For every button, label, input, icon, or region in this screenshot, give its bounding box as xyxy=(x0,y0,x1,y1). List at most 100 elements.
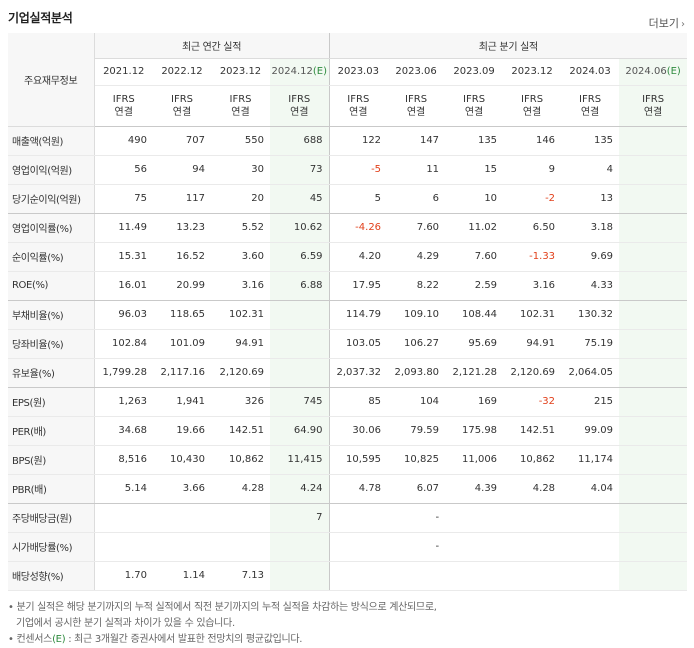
value-cell: 10 xyxy=(445,184,504,214)
value-cell: 75.19 xyxy=(561,329,620,359)
value-cell: 2.59 xyxy=(445,271,504,301)
ifrs-label: IFRS 연결 xyxy=(211,85,270,127)
more-link[interactable]: 더보기 › xyxy=(649,15,685,31)
value-cell: 9 xyxy=(503,155,562,185)
value-cell xyxy=(619,532,688,562)
value-cell: 3.66 xyxy=(153,474,211,504)
row-label: 배당성향(%) xyxy=(8,561,95,591)
value-cell xyxy=(619,271,688,301)
value-cell xyxy=(503,503,562,533)
ifrs-line2: 연결 xyxy=(522,106,542,118)
value-cell xyxy=(503,561,562,591)
value-cell xyxy=(561,532,620,562)
value-cell xyxy=(561,503,620,533)
value-cell: 4.39 xyxy=(445,474,504,504)
value-cell: 94.91 xyxy=(503,329,562,359)
value-cell: 95.69 xyxy=(445,329,504,359)
value-cell xyxy=(328,561,388,591)
ifrs-label: IFRS 연결 xyxy=(328,85,388,127)
value-cell xyxy=(153,503,211,533)
value-cell: 4.20 xyxy=(328,242,388,272)
value-cell: 707 xyxy=(153,126,211,156)
value-cell: 103.05 xyxy=(328,329,388,359)
row-label: 당기순이익(억원) xyxy=(8,184,95,214)
period-header: 2023.03 xyxy=(328,58,388,86)
ifrs-line1: IFRS xyxy=(171,93,193,105)
value-cell: - xyxy=(387,503,446,533)
ifrs-line2: 연결 xyxy=(231,106,250,118)
value-cell: 8,516 xyxy=(94,445,153,475)
ifrs-line1: IFRS xyxy=(347,93,370,105)
ifrs-line1: IFRS xyxy=(229,93,252,105)
more-link-label: 더보기 xyxy=(648,17,679,30)
value-cell: 15.31 xyxy=(94,242,153,272)
value-cell xyxy=(94,532,153,562)
table-row: 영업이익(억원) 56 94 30 73 -5 11 15 9 4 xyxy=(8,155,688,185)
value-cell: 3.16 xyxy=(211,271,270,301)
table-row: 부채비율(%) 96.03 118.65 102.31 114.79 109.10 108.… xyxy=(8,300,688,330)
value-cell xyxy=(619,416,688,446)
value-cell: 4 xyxy=(561,155,620,185)
value-cell xyxy=(619,155,688,185)
table-row: 주당배당금(원) 7 - xyxy=(8,503,688,533)
value-cell: 6 xyxy=(387,184,446,214)
value-cell xyxy=(619,329,688,359)
value-cell: 11.02 xyxy=(445,213,504,243)
period-label: 2023.12 xyxy=(219,66,262,77)
value-cell: 85 xyxy=(328,387,388,417)
chevron-right-icon: › xyxy=(681,19,685,30)
value-cell: 146 xyxy=(503,126,562,156)
value-cell xyxy=(94,503,153,533)
value-cell xyxy=(619,184,688,214)
value-cell: 4.24 xyxy=(270,474,330,504)
value-cell: 3.60 xyxy=(211,242,270,272)
value-cell: 6.50 xyxy=(503,213,562,243)
ifrs-line2: 연결 xyxy=(290,106,309,118)
value-cell xyxy=(445,503,504,533)
value-cell: 75 xyxy=(94,184,153,214)
value-cell: 6.59 xyxy=(270,242,330,272)
value-cell: 102.31 xyxy=(211,300,270,330)
value-cell: 108.44 xyxy=(445,300,504,330)
value-cell xyxy=(619,126,688,156)
table-row: 순이익률(%) 15.31 16.52 3.60 6.59 4.20 4.29 7.60 -1.… xyxy=(8,242,688,272)
value-cell: 94 xyxy=(153,155,211,185)
value-cell: 4.33 xyxy=(561,271,620,301)
table-row: BPS(원) 8,516 10,430 10,862 11,415 10,595 10,82… xyxy=(8,445,688,475)
value-cell: 20 xyxy=(211,184,270,214)
value-cell: 147 xyxy=(387,126,446,156)
value-cell: 2,093.80 xyxy=(387,358,446,388)
period-header: 2022.12 xyxy=(153,58,211,86)
value-cell xyxy=(619,561,688,591)
value-cell: 7 xyxy=(270,503,330,533)
footnotes: • 분기 실적은 해당 분기까지의 누적 실적에서 직전 분기까지의 누적 실적… xyxy=(8,600,437,648)
period-header: 2023.12 xyxy=(503,58,562,86)
ifrs-line2: 연결 xyxy=(172,106,192,118)
ifrs-label: IFRS 연결 xyxy=(387,85,446,127)
value-cell: 118.65 xyxy=(153,300,211,330)
value-cell: 99.09 xyxy=(561,416,620,446)
period-label: 2023.06 xyxy=(395,66,437,77)
value-cell: 4.28 xyxy=(211,474,270,504)
value-cell: -4.26 xyxy=(328,213,388,243)
footnote-consensus-text: : 최근 3개월간 증권사에서 발표한 전망치의 평균값입니다. xyxy=(65,634,303,645)
value-cell xyxy=(211,503,270,533)
value-cell xyxy=(270,561,330,591)
value-cell: 1,799.28 xyxy=(94,358,153,388)
period-label: 2023.03 xyxy=(337,66,379,77)
value-cell: 688 xyxy=(270,126,330,156)
period-header: 2024.03 xyxy=(561,58,620,86)
value-cell: 11.49 xyxy=(94,213,153,243)
period-label: 2021.12 xyxy=(103,66,145,77)
value-cell: 2,037.32 xyxy=(328,358,388,388)
value-cell: 5 xyxy=(328,184,388,214)
ifrs-line2: 연결 xyxy=(464,106,484,118)
value-cell: 130.32 xyxy=(561,300,620,330)
value-cell: 2,117.16 xyxy=(153,358,211,388)
footnote-consensus: • 컨센서스(E) : 최근 3개월간 증권사에서 발표한 전망치의 평균값입니… xyxy=(8,632,437,648)
value-cell: 3.16 xyxy=(503,271,562,301)
row-label: 당좌비율(%) xyxy=(8,329,95,359)
value-cell: 19.66 xyxy=(153,416,211,446)
footnote-consensus-prefix: • 컨센서스 xyxy=(8,634,53,645)
value-cell: 6.07 xyxy=(387,474,446,504)
